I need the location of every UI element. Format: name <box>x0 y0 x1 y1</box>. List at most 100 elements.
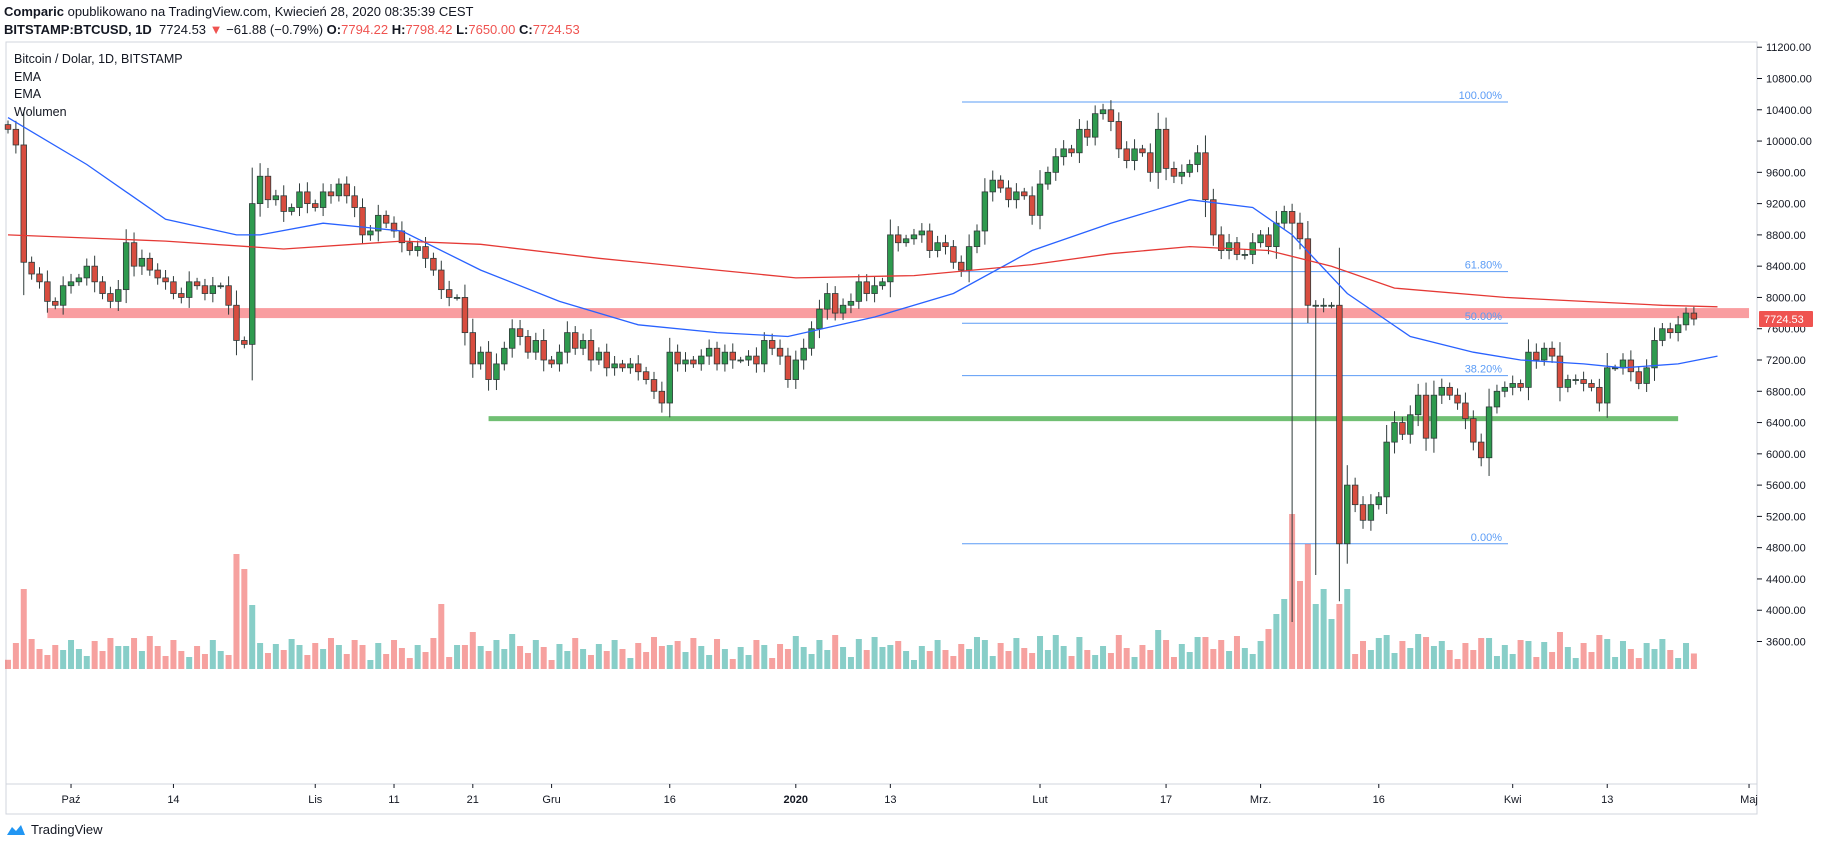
candle[interactable] <box>895 234 902 244</box>
candle[interactable] <box>855 281 863 302</box>
candle[interactable] <box>1241 254 1249 256</box>
candle[interactable] <box>564 332 571 353</box>
candle[interactable] <box>1336 304 1343 545</box>
candle[interactable] <box>887 234 894 283</box>
candle[interactable] <box>635 363 642 373</box>
candle[interactable] <box>1407 414 1414 435</box>
candle[interactable] <box>1604 367 1611 404</box>
candle[interactable] <box>721 351 729 365</box>
candle[interactable] <box>619 363 626 369</box>
candle[interactable] <box>1281 211 1288 224</box>
candle[interactable] <box>382 214 390 224</box>
candle[interactable] <box>469 332 477 365</box>
candle[interactable] <box>430 257 437 271</box>
candle[interactable] <box>1383 441 1390 498</box>
candle[interactable] <box>997 179 1004 189</box>
candle[interactable] <box>942 242 949 248</box>
candle[interactable] <box>217 285 224 288</box>
candle[interactable] <box>532 340 540 353</box>
candle[interactable] <box>1477 441 1485 459</box>
candle[interactable] <box>225 285 232 306</box>
candle[interactable] <box>965 246 973 271</box>
candle[interactable] <box>705 347 713 357</box>
candle[interactable] <box>162 277 169 283</box>
candle[interactable] <box>1249 242 1256 255</box>
candle[interactable] <box>1619 359 1627 369</box>
candle[interactable] <box>1304 238 1312 306</box>
candle[interactable] <box>1210 199 1217 236</box>
candle[interactable] <box>642 371 650 380</box>
candle[interactable] <box>1351 484 1359 506</box>
candle[interactable] <box>28 261 35 275</box>
price-axis[interactable]: 3600.00 4000.00 4400.00 4800.00 5200.00 5600.… <box>1757 42 1812 649</box>
candle[interactable] <box>20 144 27 263</box>
candle[interactable] <box>1470 418 1477 443</box>
candle[interactable] <box>1556 355 1564 388</box>
candle[interactable] <box>1525 351 1532 388</box>
candle[interactable] <box>296 191 303 208</box>
candle[interactable] <box>438 269 445 291</box>
brand-name[interactable]: TradingView <box>31 822 103 837</box>
candle[interactable] <box>1430 394 1438 439</box>
candle[interactable] <box>1107 109 1115 122</box>
candle[interactable] <box>1099 109 1107 115</box>
candle[interactable] <box>579 340 587 349</box>
candle[interactable] <box>973 230 981 248</box>
candle[interactable] <box>753 355 760 365</box>
support-zone[interactable] <box>488 416 1679 422</box>
candle[interactable] <box>1225 242 1233 251</box>
candle[interactable] <box>327 191 335 197</box>
candle[interactable] <box>1091 113 1099 138</box>
candle[interactable] <box>776 347 784 357</box>
candle[interactable] <box>12 128 20 146</box>
candle[interactable] <box>1344 484 1351 545</box>
candle[interactable] <box>792 359 799 380</box>
candle[interactable] <box>44 281 51 302</box>
candle[interactable] <box>1265 234 1272 248</box>
candle[interactable] <box>682 359 689 365</box>
candle[interactable] <box>658 390 666 404</box>
candle[interactable] <box>816 308 823 330</box>
candle[interactable] <box>375 214 382 232</box>
candle[interactable] <box>839 304 847 314</box>
candle[interactable] <box>548 359 555 365</box>
time-axis[interactable]: Paź 14 Lis 11 21 Gru 16 2020 13 Lut 17 Mrz. 16 Kwi 13 M… <box>62 784 1758 806</box>
candle[interactable] <box>926 230 933 251</box>
candle[interactable] <box>1218 234 1225 251</box>
candle[interactable] <box>863 281 870 294</box>
candle[interactable] <box>540 340 547 361</box>
candle[interactable] <box>107 293 114 302</box>
candle[interactable] <box>1036 183 1044 216</box>
candle[interactable] <box>1013 191 1020 201</box>
candle[interactable] <box>4 124 12 130</box>
candle[interactable] <box>800 347 807 361</box>
candle[interactable] <box>36 273 43 283</box>
candle[interactable] <box>170 281 177 294</box>
candle[interactable] <box>1493 390 1501 408</box>
candle[interactable] <box>154 269 161 279</box>
candle[interactable] <box>737 359 744 362</box>
candle[interactable] <box>1044 171 1052 185</box>
candle[interactable] <box>1501 386 1509 392</box>
candle[interactable] <box>1154 128 1162 173</box>
candle[interactable] <box>390 222 398 232</box>
candle[interactable] <box>831 293 839 314</box>
candle[interactable] <box>201 285 209 294</box>
candle[interactable] <box>1438 386 1445 396</box>
candle[interactable] <box>910 234 918 240</box>
candle[interactable] <box>508 328 516 349</box>
candle[interactable] <box>422 246 429 259</box>
candle[interactable] <box>280 195 287 212</box>
candle[interactable] <box>493 363 500 380</box>
candle[interactable] <box>1572 379 1579 381</box>
candle[interactable] <box>272 195 280 201</box>
candle[interactable] <box>902 238 910 244</box>
candle[interactable] <box>1273 222 1280 248</box>
candle[interactable] <box>1635 371 1642 384</box>
legend-ema-1[interactable]: EMA <box>14 69 42 84</box>
candle[interactable] <box>1147 152 1154 173</box>
candle[interactable] <box>516 328 524 337</box>
candle[interactable] <box>981 191 989 232</box>
candle[interactable] <box>1462 402 1469 420</box>
